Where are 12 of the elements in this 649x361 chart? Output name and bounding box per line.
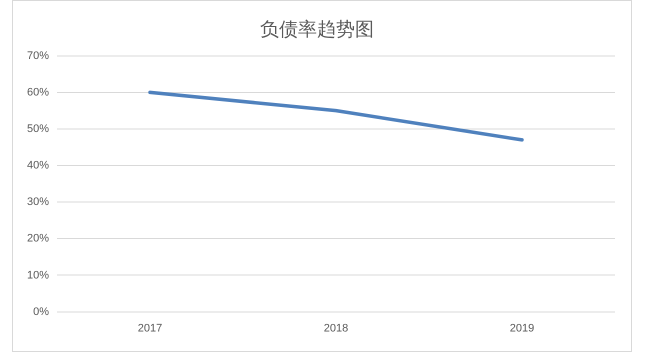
x-tick-label: 2019 <box>510 322 534 334</box>
chart-title: 负债率趋势图 <box>260 18 374 40</box>
y-tick-label: 40% <box>26 160 50 172</box>
y-tick-label: 60% <box>26 86 50 98</box>
y-tick-label: 10% <box>26 269 50 282</box>
x-tick-label: 2017 <box>138 322 162 334</box>
x-tick-label: 2018 <box>324 322 348 334</box>
y-tick-label: 50% <box>26 122 50 135</box>
y-tick-label: 30% <box>26 196 50 208</box>
y-tick-label: 0% <box>33 306 50 318</box>
y-tick-label: 70% <box>26 50 50 62</box>
y-tick-label: 20% <box>26 232 50 245</box>
